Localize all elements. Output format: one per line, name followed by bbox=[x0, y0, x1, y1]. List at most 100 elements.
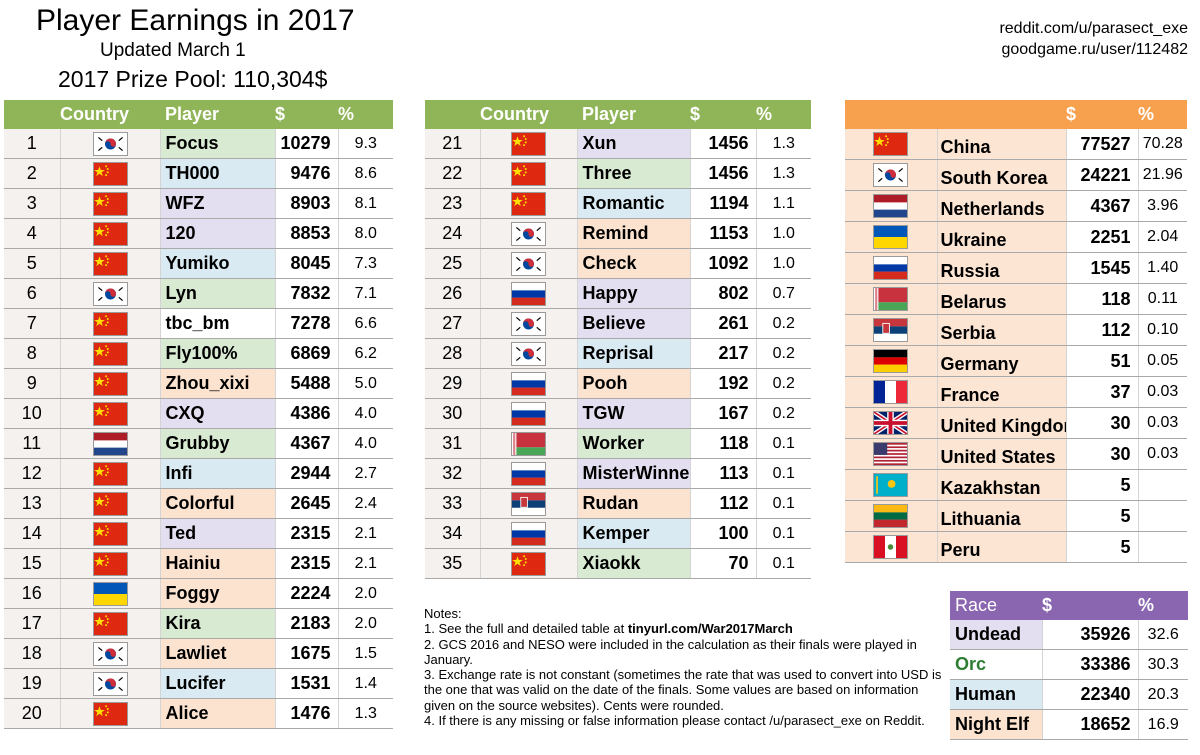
player-cell: Believe bbox=[576, 308, 690, 339]
country-cell bbox=[59, 518, 160, 549]
table-row: 6 Lyn 7832 7.1 bbox=[4, 278, 393, 309]
country-cell bbox=[479, 428, 577, 459]
player-cell: Ted bbox=[159, 518, 275, 549]
china-flag-icon bbox=[93, 222, 127, 245]
notes-heading: Notes: bbox=[424, 606, 462, 621]
player-cell: Yumiko bbox=[159, 248, 275, 279]
rank-cell: 33 bbox=[425, 488, 480, 519]
country-cell bbox=[479, 158, 577, 189]
percent-cell: 1.0 bbox=[755, 218, 811, 249]
note-2: 2. GCS 2016 and NESO were included in th… bbox=[424, 636, 917, 667]
player-cell: Alice bbox=[159, 698, 275, 729]
percent-cell: 0.7 bbox=[755, 278, 811, 309]
table-row: 5 Yumiko 8045 7.3 bbox=[4, 248, 393, 279]
rank-cell: 5 bbox=[4, 248, 60, 279]
dollars-cell: 30 bbox=[1065, 407, 1138, 439]
percent-cell: 8.6 bbox=[337, 158, 393, 189]
netherlands-flag-icon bbox=[874, 195, 908, 218]
percent-cell: 2.7 bbox=[337, 458, 393, 489]
country-cell bbox=[59, 458, 160, 489]
country-cell bbox=[479, 218, 577, 249]
percent-cell: 0.03 bbox=[1137, 376, 1187, 408]
dollars-cell: 167 bbox=[689, 398, 756, 429]
table-row: 35 Xiaokk 70 0.1 bbox=[425, 548, 811, 579]
table-row: France 37 0.03 bbox=[845, 376, 1187, 408]
country-cell bbox=[59, 278, 160, 309]
dollars-cell: 8853 bbox=[274, 218, 338, 249]
korea-flag-icon bbox=[512, 342, 545, 365]
dollars-cell: 4386 bbox=[274, 398, 338, 429]
rank-header bbox=[425, 100, 480, 129]
serbia-flag-icon bbox=[512, 492, 545, 515]
country-cell bbox=[59, 398, 160, 429]
dollars-cell: 1456 bbox=[689, 158, 756, 189]
player-cell: Three bbox=[576, 158, 690, 189]
player-cell: Kemper bbox=[576, 518, 690, 549]
country-cell bbox=[59, 218, 160, 249]
race-cell: Orc bbox=[950, 649, 1042, 680]
dollars-cell: 1531 bbox=[274, 668, 338, 699]
player-cell: WFZ bbox=[159, 188, 275, 219]
players-table-left: Country Player $ % 1 Focus 10279 9.3 2 TH000 9… bbox=[4, 100, 393, 729]
full-table-link[interactable]: tinyurl.com/War2017March bbox=[627, 621, 793, 637]
country-cell bbox=[59, 608, 160, 639]
china-flag-icon bbox=[93, 192, 127, 215]
dollars-cell: 6869 bbox=[274, 338, 338, 369]
dollars-cell: 5488 bbox=[274, 368, 338, 399]
dollars-cell: 8045 bbox=[274, 248, 338, 279]
rank-cell: 16 bbox=[4, 578, 60, 609]
russia-flag-icon bbox=[512, 402, 545, 425]
country-name-cell: Ukraine bbox=[936, 221, 1066, 253]
dollars-header: $ bbox=[690, 104, 701, 124]
rank-cell: 24 bbox=[425, 218, 480, 249]
percent-cell: 9.3 bbox=[337, 129, 393, 159]
rank-cell: 13 bbox=[4, 488, 60, 519]
china-flag-icon bbox=[512, 192, 545, 215]
dollars-cell: 1476 bbox=[274, 698, 338, 729]
note-1: 1. See the full and detailed table at ti… bbox=[424, 621, 944, 636]
percent-cell: 0.2 bbox=[755, 308, 811, 339]
dollars-cell: 24221 bbox=[1065, 159, 1138, 191]
credits: reddit.com/u/parasect_exe goodgame.ru/us… bbox=[999, 18, 1188, 60]
player-cell: Happy bbox=[576, 278, 690, 309]
russia-flag-icon bbox=[512, 522, 545, 545]
belarus-flag-icon bbox=[874, 288, 908, 311]
rank-cell: 4 bbox=[4, 218, 60, 249]
country-cell bbox=[479, 338, 577, 369]
race-cell: Night Elf bbox=[950, 709, 1042, 740]
table-row: 10 CXQ 4386 4.0 bbox=[4, 398, 393, 429]
country-name-cell: United States bbox=[936, 438, 1066, 470]
rank-cell: 15 bbox=[4, 548, 60, 579]
dollars-cell: 1456 bbox=[689, 129, 756, 159]
dollars-cell: 1675 bbox=[274, 638, 338, 669]
percent-cell: 0.1 bbox=[755, 488, 811, 519]
rank-cell: 20 bbox=[4, 698, 60, 729]
flag-cell bbox=[845, 221, 937, 253]
player-cell: TH000 bbox=[159, 158, 275, 189]
percent-cell: 7.3 bbox=[337, 248, 393, 279]
flag-cell bbox=[845, 500, 937, 532]
player-cell: Romantic bbox=[576, 188, 690, 219]
china-flag-icon bbox=[93, 252, 127, 275]
flag-cell bbox=[845, 376, 937, 408]
table-row: Orc 33386 30.3 bbox=[950, 649, 1188, 680]
player-cell: CXQ bbox=[159, 398, 275, 429]
percent-cell: 4.0 bbox=[337, 428, 393, 459]
korea-flag-icon bbox=[512, 222, 545, 245]
player-cell: Fly100% bbox=[159, 338, 275, 369]
country-header bbox=[937, 100, 1066, 129]
flag-header bbox=[845, 100, 937, 129]
china-flag-icon bbox=[512, 132, 545, 155]
russia-flag-icon bbox=[512, 282, 545, 305]
percent-cell: 1.0 bbox=[755, 248, 811, 279]
flag-cell bbox=[845, 129, 937, 160]
country-cell bbox=[479, 488, 577, 519]
country-cell bbox=[59, 338, 160, 369]
rank-cell: 30 bbox=[425, 398, 480, 429]
table-row: United States 30 0.03 bbox=[845, 438, 1187, 470]
dollars-cell: 2251 bbox=[1065, 221, 1138, 253]
dollars-cell: 2315 bbox=[274, 548, 338, 579]
percent-cell: 3.96 bbox=[1137, 190, 1187, 222]
rank-cell: 17 bbox=[4, 608, 60, 639]
table-row: Kazakhstan 5 bbox=[845, 469, 1187, 501]
